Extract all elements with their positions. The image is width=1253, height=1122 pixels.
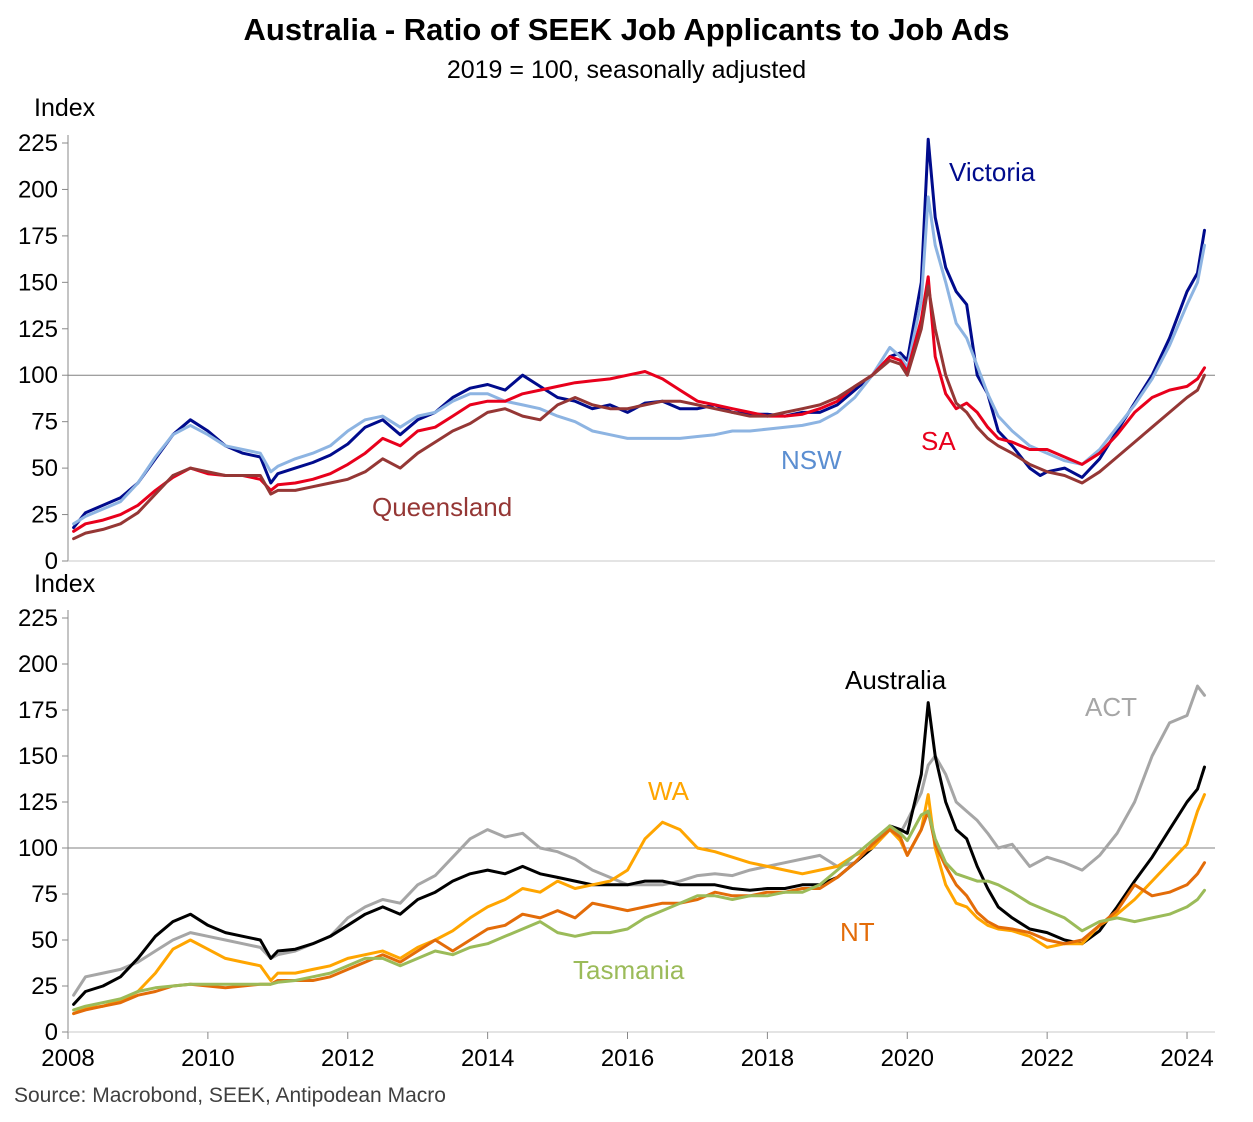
y-tick-label: 200 — [18, 176, 58, 203]
series-label-queensland: Queensland — [372, 492, 512, 522]
y-tick-label: 175 — [18, 697, 58, 724]
series-label-act: ACT — [1085, 692, 1137, 722]
source-note: Source: Macrobond, SEEK, Antipodean Macr… — [14, 1084, 446, 1107]
series-label-nt: NT — [840, 917, 875, 947]
x-tick-label: 2008 — [41, 1045, 94, 1072]
series-label-sa: SA — [921, 426, 956, 456]
x-tick-label: 2012 — [321, 1045, 374, 1072]
x-tick-label: 2010 — [181, 1045, 234, 1072]
y-tick-label: 150 — [18, 743, 58, 770]
x-tick-label: 2018 — [741, 1045, 794, 1072]
x-tick-label: 2020 — [881, 1045, 934, 1072]
series-line-act — [72, 684, 1206, 997]
y-tick-label: 125 — [18, 316, 58, 343]
series-label-tasmania: Tasmania — [573, 955, 685, 985]
x-tick-label: 2022 — [1020, 1045, 1073, 1072]
x-tick-label: 2024 — [1160, 1045, 1213, 1072]
chart-subtitle: 2019 = 100, seasonally adjusted — [446, 56, 807, 84]
x-tick-label: 2016 — [601, 1045, 654, 1072]
y-tick-label: 75 — [31, 409, 58, 436]
y-tick-label: 50 — [31, 455, 58, 482]
series-line-victoria — [72, 137, 1206, 530]
series-label-australia: Australia — [845, 665, 947, 695]
y-tick-label: 25 — [31, 502, 58, 529]
y-tick-label: 125 — [18, 789, 58, 816]
y-axis-label-panel-1: Index — [34, 94, 96, 122]
series-line-australia — [72, 701, 1206, 1006]
y-axis-label-panel-2: Index — [34, 570, 96, 598]
series-label-nsw: NSW — [781, 445, 842, 475]
y-tick-label: 200 — [18, 651, 58, 678]
series-line-nsw — [72, 195, 1206, 526]
chart-title: Australia - Ratio of SEEK Job Applicants… — [243, 12, 1010, 47]
y-tick-label: 175 — [18, 223, 58, 250]
series-line-tasmania — [72, 809, 1206, 1012]
series-line-sa — [72, 275, 1206, 533]
x-tick-label: 2014 — [461, 1045, 514, 1072]
series-line-queensland — [72, 284, 1206, 541]
series-line-wa — [72, 793, 1206, 1016]
y-tick-label: 100 — [18, 362, 58, 389]
y-tick-label: 25 — [31, 973, 58, 1000]
y-tick-label: 100 — [18, 835, 58, 862]
series-label-victoria: Victoria — [949, 157, 1036, 187]
y-tick-label: 75 — [31, 881, 58, 908]
y-tick-label: 0 — [45, 1019, 58, 1046]
y-tick-label: 225 — [18, 130, 58, 157]
y-tick-label: 225 — [18, 605, 58, 632]
series-label-wa: WA — [648, 776, 690, 806]
y-tick-label: 50 — [31, 927, 58, 954]
y-tick-label: 0 — [45, 548, 58, 575]
y-tick-label: 150 — [18, 269, 58, 296]
